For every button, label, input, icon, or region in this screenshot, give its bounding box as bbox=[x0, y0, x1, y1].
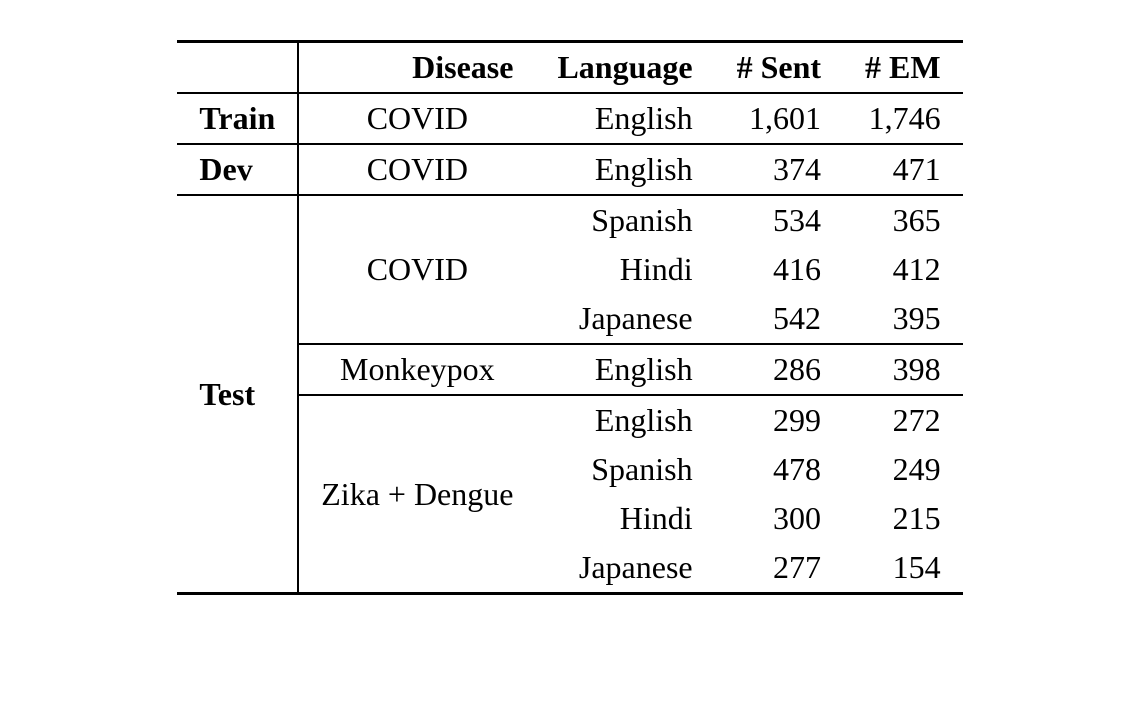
cell-em: 154 bbox=[843, 543, 963, 594]
section-label-dev: Dev bbox=[177, 144, 298, 195]
cell-language: Hindi bbox=[535, 245, 714, 294]
cell-em: 412 bbox=[843, 245, 963, 294]
cell-em: 471 bbox=[843, 144, 963, 195]
cell-disease: Monkeypox bbox=[298, 344, 535, 395]
cell-sent: 542 bbox=[715, 294, 843, 344]
cell-sent: 416 bbox=[715, 245, 843, 294]
cell-language: Hindi bbox=[535, 494, 714, 543]
col-header-sent: # Sent bbox=[715, 42, 843, 94]
cell-language: English bbox=[535, 344, 714, 395]
section-label-train: Train bbox=[177, 93, 298, 144]
cell-sent: 300 bbox=[715, 494, 843, 543]
col-header-em: # EM bbox=[843, 42, 963, 94]
cell-sent: 299 bbox=[715, 395, 843, 445]
cell-sent: 1,601 bbox=[715, 93, 843, 144]
cell-language: Japanese bbox=[535, 294, 714, 344]
cell-disease: Zika + Dengue bbox=[298, 395, 535, 594]
col-header-disease: Disease bbox=[298, 42, 535, 94]
cell-sent: 286 bbox=[715, 344, 843, 395]
dataset-table: Disease Language # Sent # EM Train COVID… bbox=[177, 40, 962, 595]
cell-em: 365 bbox=[843, 195, 963, 245]
cell-sent: 478 bbox=[715, 445, 843, 494]
cell-em: 215 bbox=[843, 494, 963, 543]
cell-em: 272 bbox=[843, 395, 963, 445]
cell-em: 395 bbox=[843, 294, 963, 344]
cell-language: Japanese bbox=[535, 543, 714, 594]
cell-sent: 374 bbox=[715, 144, 843, 195]
cell-disease: COVID bbox=[298, 93, 535, 144]
cell-language: English bbox=[535, 395, 714, 445]
cell-language: English bbox=[535, 144, 714, 195]
cell-language: Spanish bbox=[535, 195, 714, 245]
cell-sent: 534 bbox=[715, 195, 843, 245]
section-label-test: Test bbox=[177, 195, 298, 594]
cell-language: Spanish bbox=[535, 445, 714, 494]
col-header-blank bbox=[177, 42, 298, 94]
cell-em: 1,746 bbox=[843, 93, 963, 144]
cell-sent: 277 bbox=[715, 543, 843, 594]
col-header-language: Language bbox=[535, 42, 714, 94]
cell-disease: COVID bbox=[298, 144, 535, 195]
cell-disease: COVID bbox=[298, 195, 535, 344]
cell-em: 398 bbox=[843, 344, 963, 395]
cell-language: English bbox=[535, 93, 714, 144]
cell-em: 249 bbox=[843, 445, 963, 494]
